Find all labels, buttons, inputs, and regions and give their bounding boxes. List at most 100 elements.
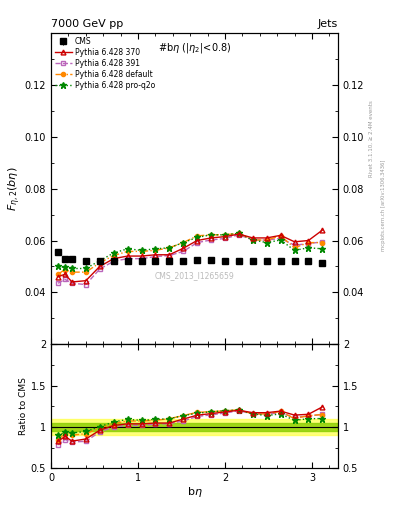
Pythia 6.428 pro-q2o [264, 240, 269, 246]
Pythia 6.428 370 [111, 255, 116, 262]
Pythia 6.428 pro-q2o [237, 230, 241, 237]
Pythia 6.428 391 [250, 237, 255, 243]
Pythia 6.428 370 [222, 233, 227, 240]
Pythia 6.428 pro-q2o [209, 232, 213, 238]
Pythia 6.428 default [292, 245, 297, 251]
Pythia 6.428 370 [278, 232, 283, 239]
Text: 7000 GeV pp: 7000 GeV pp [51, 18, 123, 29]
Y-axis label: $F_{\eta,2}(b\eta)$: $F_{\eta,2}(b\eta)$ [7, 166, 23, 211]
Pythia 6.428 370 [181, 245, 185, 251]
Pythia 6.428 370 [264, 235, 269, 241]
Pythia 6.428 370 [97, 263, 102, 269]
Pythia 6.428 pro-q2o [320, 246, 325, 252]
Pythia 6.428 370 [292, 239, 297, 245]
Pythia 6.428 370 [195, 238, 200, 244]
Pythia 6.428 391 [83, 282, 88, 288]
Pythia 6.428 391 [181, 248, 185, 254]
Pythia 6.428 391 [209, 237, 213, 243]
Pythia 6.428 391 [167, 252, 172, 259]
Pythia 6.428 391 [97, 266, 102, 272]
Pythia 6.428 pro-q2o [181, 240, 185, 246]
Pythia 6.428 default [306, 240, 311, 246]
Pythia 6.428 391 [125, 255, 130, 262]
Pythia 6.428 pro-q2o [222, 232, 227, 238]
Line: Pythia 6.428 default: Pythia 6.428 default [56, 231, 324, 276]
Pythia 6.428 370 [83, 278, 88, 284]
Pythia 6.428 default [62, 266, 67, 272]
Pythia 6.428 391 [111, 258, 116, 264]
Pythia 6.428 391 [264, 237, 269, 243]
Pythia 6.428 391 [56, 280, 61, 286]
Y-axis label: Ratio to CMS: Ratio to CMS [19, 377, 28, 435]
Pythia 6.428 pro-q2o [139, 247, 144, 253]
Pythia 6.428 default [250, 237, 255, 243]
Pythia 6.428 default [264, 237, 269, 243]
Text: Rivet 3.1.10, ≥ 2.4M events: Rivet 3.1.10, ≥ 2.4M events [369, 100, 374, 177]
Pythia 6.428 pro-q2o [167, 245, 172, 251]
Pythia 6.428 pro-q2o [97, 258, 102, 264]
Pythia 6.428 default [320, 240, 325, 246]
Pythia 6.428 370 [56, 274, 61, 280]
Pythia 6.428 default [139, 248, 144, 254]
Pythia 6.428 default [237, 230, 241, 237]
Pythia 6.428 391 [70, 280, 74, 286]
Pythia 6.428 default [278, 233, 283, 239]
Pythia 6.428 370 [167, 252, 172, 258]
Pythia 6.428 391 [222, 236, 227, 242]
Pythia 6.428 391 [306, 241, 311, 247]
Pythia 6.428 default [111, 252, 116, 259]
Pythia 6.428 pro-q2o [153, 246, 158, 252]
Pythia 6.428 370 [306, 238, 311, 244]
Pythia 6.428 391 [153, 253, 158, 260]
Pythia 6.428 370 [125, 253, 130, 259]
Pythia 6.428 pro-q2o [292, 247, 297, 253]
Bar [51, 419, 338, 435]
Pythia 6.428 pro-q2o [83, 265, 88, 271]
Pythia 6.428 391 [278, 236, 283, 242]
Line: Pythia 6.428 370: Pythia 6.428 370 [56, 228, 325, 284]
Pythia 6.428 391 [139, 255, 144, 262]
Pythia 6.428 pro-q2o [250, 237, 255, 243]
Pythia 6.428 391 [292, 242, 297, 248]
Pythia 6.428 pro-q2o [56, 263, 61, 269]
Pythia 6.428 pro-q2o [306, 245, 311, 251]
Pythia 6.428 default [181, 240, 185, 246]
Pythia 6.428 370 [250, 235, 255, 241]
Pythia 6.428 370 [62, 271, 67, 278]
Text: #b$\eta$ ($|\eta_2|$<0.8): #b$\eta$ ($|\eta_2|$<0.8) [158, 41, 231, 55]
Pythia 6.428 default [56, 271, 61, 278]
Pythia 6.428 default [83, 269, 88, 275]
Pythia 6.428 370 [320, 227, 325, 233]
Pythia 6.428 pro-q2o [278, 237, 283, 243]
Text: CMS_2013_I1265659: CMS_2013_I1265659 [155, 271, 234, 280]
Pythia 6.428 default [209, 232, 213, 238]
Pythia 6.428 391 [320, 239, 325, 245]
Line: Pythia 6.428 391: Pythia 6.428 391 [56, 233, 324, 287]
Pythia 6.428 391 [62, 276, 67, 283]
Line: Pythia 6.428 pro-q2o: Pythia 6.428 pro-q2o [55, 230, 325, 272]
Pythia 6.428 default [222, 232, 227, 238]
Pythia 6.428 pro-q2o [62, 264, 67, 270]
Pythia 6.428 pro-q2o [70, 265, 74, 271]
Pythia 6.428 pro-q2o [111, 250, 116, 256]
Pythia 6.428 391 [237, 232, 241, 238]
Pythia 6.428 370 [70, 279, 74, 285]
Bar [51, 423, 338, 431]
Pythia 6.428 pro-q2o [125, 246, 130, 252]
Pythia 6.428 370 [139, 253, 144, 259]
Pythia 6.428 default [97, 260, 102, 266]
Legend: CMS, Pythia 6.428 370, Pythia 6.428 391, Pythia 6.428 default, Pythia 6.428 pro-: CMS, Pythia 6.428 370, Pythia 6.428 391,… [53, 35, 156, 91]
Pythia 6.428 370 [153, 252, 158, 258]
Pythia 6.428 pro-q2o [195, 234, 200, 241]
Pythia 6.428 default [195, 233, 200, 239]
Pythia 6.428 370 [209, 235, 213, 241]
Pythia 6.428 default [70, 269, 74, 275]
Pythia 6.428 370 [237, 231, 241, 237]
Pythia 6.428 default [167, 245, 172, 251]
X-axis label: b$\eta$: b$\eta$ [187, 485, 202, 499]
Text: mcplots.cern.ch [arXiv:1306.3436]: mcplots.cern.ch [arXiv:1306.3436] [381, 159, 386, 250]
Pythia 6.428 391 [195, 240, 200, 246]
Pythia 6.428 default [125, 248, 130, 254]
Pythia 6.428 default [153, 247, 158, 253]
Text: Jets: Jets [318, 18, 338, 29]
